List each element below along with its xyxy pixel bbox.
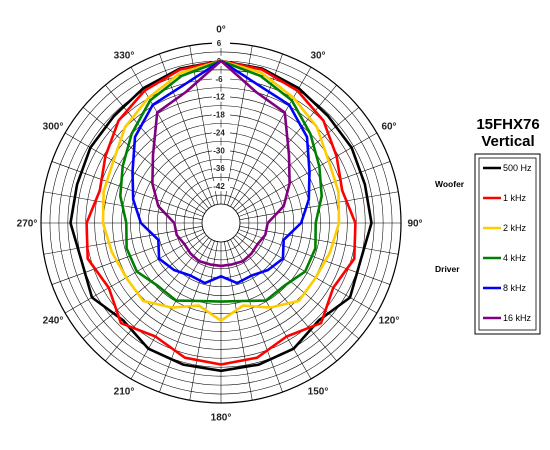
series-line-2-khz <box>101 59 341 323</box>
angle-label: 300° <box>43 122 64 133</box>
grid-spoke <box>82 107 207 211</box>
angle-label: 120° <box>379 316 400 327</box>
grid-spoke <box>224 241 253 401</box>
legend-label: 8 kHz <box>503 283 527 293</box>
angle-label: 180° <box>211 413 232 424</box>
grid-spoke <box>227 240 283 393</box>
angle-label: 30° <box>310 50 325 61</box>
grid-spoke <box>159 240 215 393</box>
legend-inner-box <box>478 157 537 331</box>
radial-tick-labels: 60-6-12-18-24-30-36-42 <box>212 38 230 192</box>
tick-label-bg <box>212 145 230 156</box>
grid-spoke <box>105 84 209 209</box>
grid-spoke <box>235 107 360 211</box>
series-line-16-khz <box>151 59 291 268</box>
grid-spoke <box>237 132 378 214</box>
grid-spoke <box>238 229 391 285</box>
angle-labels: 0° 30° 60° 90° 120° 150° 180° 210° 240° 270° 300° 3… <box>17 25 423 424</box>
grid-spoke <box>238 161 391 217</box>
angle-label: 270° <box>17 219 38 230</box>
grid-spoke <box>230 239 312 380</box>
legend-label: 1 kHz <box>503 193 527 203</box>
grid-spoke <box>64 132 205 214</box>
legend-entries: 500 Hz 1 kHz 2 kHz 4 kHz 8 kHz 16 kHz <box>483 163 532 323</box>
tick-label-bg <box>212 109 230 120</box>
angle-label: 60° <box>381 122 396 133</box>
tick-label: -12 <box>213 93 225 102</box>
legend-box <box>474 153 541 335</box>
legend-label: 500 Hz <box>503 163 532 173</box>
tick-label: -24 <box>213 128 225 137</box>
tick-label: -42 <box>213 182 225 191</box>
center-hole <box>201 203 241 243</box>
tick-label: -36 <box>213 164 225 173</box>
grid-spoke <box>233 237 337 362</box>
chart-subtitle: Vertical <box>481 133 534 150</box>
grid-spoke <box>227 53 283 206</box>
legend-label: 16 kHz <box>503 313 532 323</box>
grid-spoke <box>105 237 209 362</box>
grid-spoke <box>130 239 212 380</box>
chart-title: 15FHX76 <box>476 116 539 133</box>
tick-label-bg <box>212 38 230 48</box>
tick-label: 6 <box>217 39 222 48</box>
polar-grid <box>40 42 402 404</box>
grid-spoke <box>64 232 205 314</box>
series-lines <box>69 59 373 373</box>
series-line-4-khz <box>119 59 324 303</box>
tick-label-bg <box>212 127 230 138</box>
angle-label: 0° <box>216 25 226 36</box>
tick-label-bg <box>212 55 230 66</box>
angle-label: 90° <box>407 219 422 230</box>
series-line-1-khz <box>85 59 357 366</box>
legend-label: 2 kHz <box>503 223 527 233</box>
tick-label-bg <box>212 73 230 84</box>
angle-label: 150° <box>308 387 329 398</box>
series-line-8-khz <box>131 59 311 285</box>
grid-spoke <box>82 235 207 339</box>
angle-label: 330° <box>114 50 135 61</box>
grid-spoke <box>51 161 204 217</box>
legend-label: 4 kHz <box>503 253 527 263</box>
grid-spoke <box>237 232 378 314</box>
tick-label-bg <box>212 181 230 192</box>
tick-label-bg <box>212 163 230 174</box>
legend-group-woofer: Woofer <box>435 179 465 189</box>
tick-label: -30 <box>213 146 225 155</box>
grid-spoke <box>189 241 218 401</box>
tick-label: -6 <box>215 75 223 84</box>
grid-spoke <box>233 84 337 209</box>
angle-label: 240° <box>43 316 64 327</box>
series-line-500-hz <box>69 59 373 373</box>
angle-label: 210° <box>114 387 135 398</box>
tick-label-bg <box>212 91 230 102</box>
grid-spoke <box>235 235 360 339</box>
grid-spoke <box>159 53 215 206</box>
legend: Woofer Driver 500 Hz 1 kHz 2 kHz 4 kHz 8 kHz… <box>435 153 541 335</box>
tick-label: -18 <box>213 111 225 120</box>
grid-spoke <box>51 229 204 285</box>
legend-group-driver: Driver <box>435 264 460 274</box>
